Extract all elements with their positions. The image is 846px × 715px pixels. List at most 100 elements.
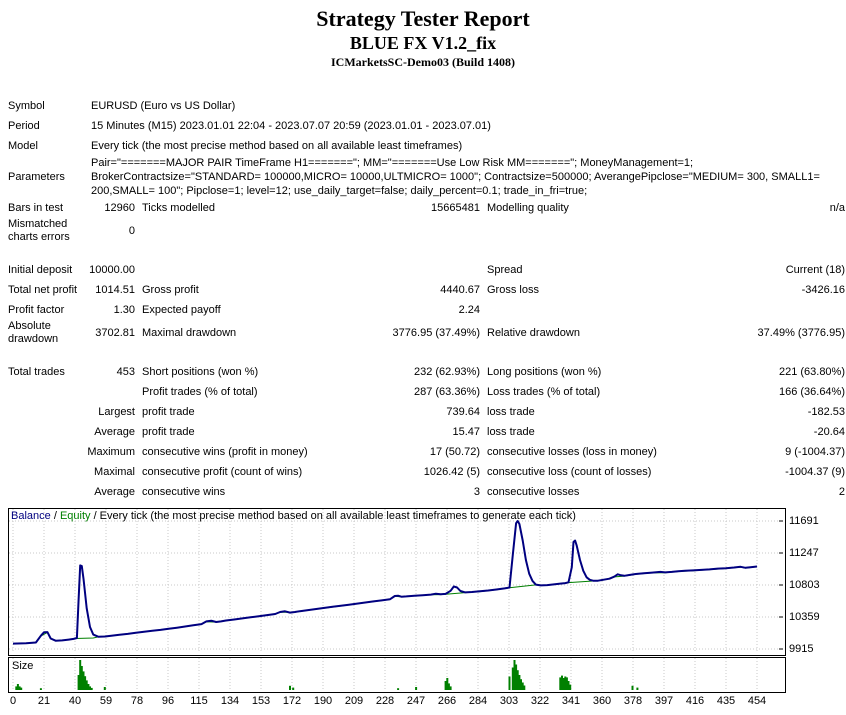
cell-label: loss trade: [487, 405, 535, 418]
cell-label: Long positions (won %): [487, 365, 602, 378]
size-bar: [449, 686, 452, 690]
table-row: Maximum consecutive wins (profit in money…: [8, 442, 845, 462]
report-table: Symbol EURUSD (Euro vs US Dollar) Period 15…: [0, 96, 846, 502]
size-chart-svg: [12, 658, 758, 690]
table-row: Period 15 Minutes (M15) 2023.01.01 22:04 …: [8, 116, 838, 136]
balance-equity-chart: Balance / Equity / Every tick (the most …: [8, 508, 786, 656]
size-bar: [559, 677, 562, 690]
x-axis-label: 378: [623, 695, 643, 707]
size-bar: [292, 687, 295, 690]
legend-balance: Balance: [11, 510, 51, 522]
size-bar: [446, 678, 449, 690]
cell-value: Maximal: [94, 465, 135, 478]
legend-model-text: / Every tick (the most precise method ba…: [90, 510, 576, 522]
size-bar: [515, 664, 518, 690]
cell-label: Loss trades (% of total): [487, 385, 601, 398]
x-axis-label: 78: [130, 695, 144, 707]
size-bar: [84, 676, 87, 690]
size-bar: [513, 660, 516, 690]
row-value: 15 Minutes (M15) 2023.01.01 22:04 - 2023…: [91, 120, 491, 132]
x-axis-label: 153: [251, 695, 271, 707]
y-axis-label: 9915: [789, 643, 814, 655]
size-bar: [289, 685, 291, 690]
cell-label: consecutive loss (count of losses): [487, 465, 652, 478]
row-label: Model: [8, 139, 38, 152]
table-row: Total trades 453 Short positions (won %) 23…: [8, 362, 845, 382]
cell-value: -20.64: [813, 425, 845, 438]
ea-name: BLUE FX V1.2_fix: [349, 33, 497, 53]
cell-value: 3: [473, 485, 480, 498]
table-row: Bars in test 12960 Ticks modelled 15665481 M…: [8, 198, 845, 218]
page-title: Strategy Tester Report: [316, 6, 530, 31]
x-axis-label: 247: [406, 695, 426, 707]
cell-label: profit trade: [142, 405, 195, 418]
x-axis-label: 284: [468, 695, 488, 707]
cell-label: loss trade: [487, 425, 535, 438]
cell-value: 15.47: [452, 425, 480, 438]
table-row: Absolute drawdown 3702.81 Maximal drawdown…: [8, 320, 845, 346]
cell-label: Expected payoff: [142, 303, 221, 316]
size-bar: [415, 687, 418, 690]
x-axis-label: 303: [499, 695, 519, 707]
cell-value: 2: [838, 485, 845, 498]
x-axis-label: 454: [747, 695, 767, 707]
y-axis-label: 11691: [789, 515, 819, 527]
cell-label: Gross profit: [142, 283, 199, 296]
cell-label: profit trade: [142, 425, 195, 438]
cell-label: Modelling quality: [487, 201, 569, 214]
cell-value: 232 (62.93%): [413, 365, 480, 378]
size-bar: [631, 685, 634, 690]
size-chart: Size: [8, 657, 786, 693]
cell-label: Ticks modelled: [142, 201, 215, 214]
cell-value: 12960: [104, 201, 135, 214]
cell-label: consecutive losses: [487, 485, 580, 498]
cell-label: consecutive losses (loss in money): [487, 445, 657, 458]
row-value: EURUSD (Euro vs US Dollar): [91, 100, 236, 112]
size-bar: [518, 675, 521, 690]
x-axis-label: 435: [716, 695, 736, 707]
y-axis-label: 10803: [789, 579, 820, 591]
row-label: Bars in test: [8, 201, 64, 214]
table-row: Model Every tick (the most precise method…: [8, 136, 838, 156]
x-axis-label: 134: [220, 695, 240, 707]
size-bar: [16, 684, 19, 690]
size-bar: [447, 683, 450, 690]
cell-value: -3426.16: [801, 283, 845, 296]
size-bar: [565, 677, 568, 690]
x-axis-label: 341: [561, 695, 581, 707]
cell-value: 3702.81: [95, 326, 135, 339]
table-row: Parameters Pair="=======MAJOR PAIR TimeFr…: [8, 156, 838, 198]
row-label: Total trades: [8, 365, 65, 378]
row-value: Pair="=======MAJOR PAIR TimeFrame H1====…: [91, 157, 820, 197]
size-bar: [15, 686, 18, 690]
size-bar: [567, 681, 570, 690]
cell-value: 453: [116, 365, 135, 378]
size-bar: [90, 687, 93, 690]
cell-value: 287 (63.36%): [413, 385, 480, 398]
x-axis-label: 360: [592, 695, 612, 707]
size-bar: [103, 687, 106, 690]
size-bar: [82, 671, 85, 690]
size-bar: [562, 678, 565, 690]
row-label: Initial deposit: [8, 263, 73, 276]
size-bar: [564, 676, 567, 690]
cell-label: consecutive profit (count of wins): [142, 465, 303, 478]
cell-value: 0: [128, 224, 135, 237]
x-axis-label: 96: [161, 695, 175, 707]
size-bar: [77, 675, 80, 690]
x-axis-label: 209: [344, 695, 364, 707]
row-label: Total net profit: [8, 283, 78, 296]
x-axis-label: 40: [68, 695, 82, 707]
cell-value: -182.53: [807, 405, 845, 418]
y-axis-label: 10359: [789, 611, 820, 623]
cell-value: 166 (36.64%): [778, 385, 845, 398]
size-bar: [85, 680, 88, 690]
cell-label: Relative drawdown: [487, 326, 580, 339]
charts-area: Balance / Equity / Every tick (the most …: [8, 508, 846, 708]
table-row: Initial deposit 10000.00 Spread Current (18…: [8, 260, 845, 280]
size-bar: [79, 660, 82, 690]
table-row: Profit factor 1.30 Expected payoff 2.24: [8, 300, 838, 320]
cell-value: 2.24: [458, 303, 480, 316]
size-bar: [20, 687, 23, 690]
